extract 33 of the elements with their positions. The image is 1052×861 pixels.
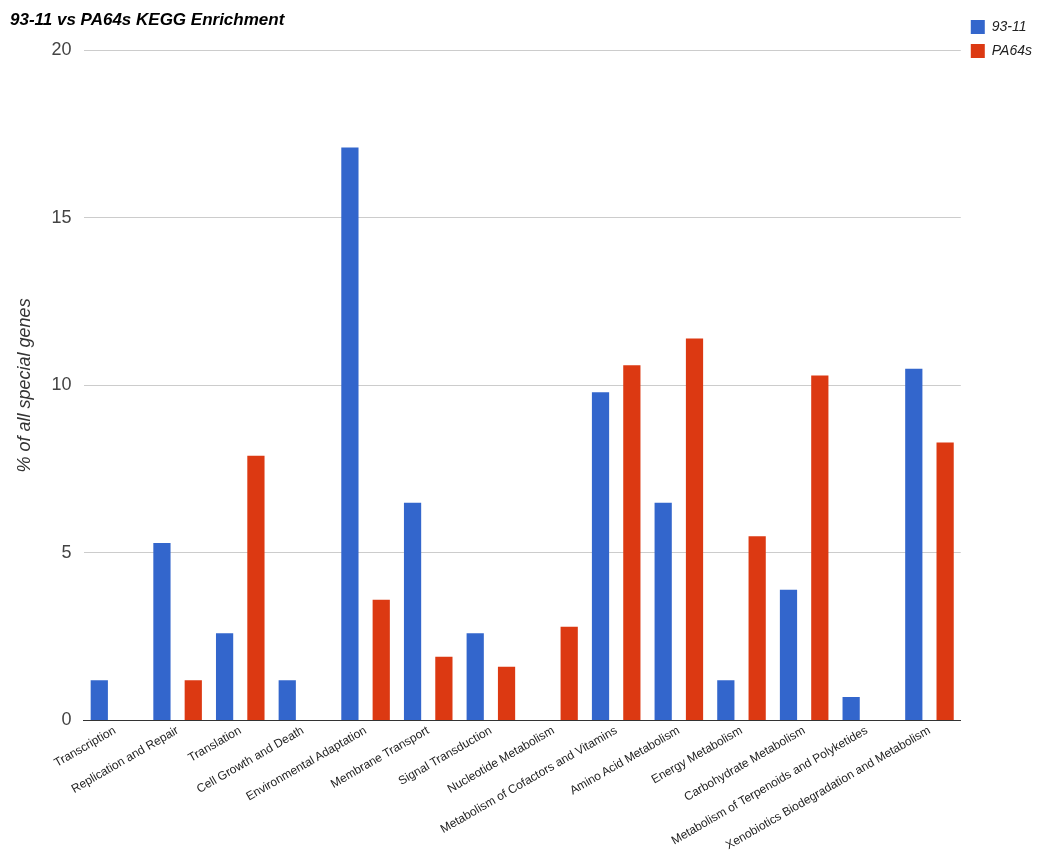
bar <box>560 626 578 720</box>
bar <box>811 375 829 720</box>
bar <box>685 338 704 720</box>
legend-label: 93-11 <box>991 17 1027 34</box>
bar <box>372 599 390 720</box>
bar <box>623 365 641 720</box>
bar <box>748 536 766 720</box>
bar <box>278 680 296 720</box>
bar <box>153 542 171 720</box>
legend-label: PA64s <box>991 41 1033 58</box>
chart-title: 93-11 vs PA64s KEGG Enrichment <box>10 9 286 29</box>
bar <box>215 633 234 720</box>
y-tick-label: 20 <box>51 39 72 60</box>
bar <box>247 455 265 720</box>
bar <box>936 442 954 720</box>
bar <box>341 147 359 720</box>
y-axis-title: % of all special genes <box>13 298 34 473</box>
y-tick-label: 10 <box>51 374 72 395</box>
bar <box>497 666 516 720</box>
bar <box>842 697 860 720</box>
bar <box>90 680 108 720</box>
bar <box>435 656 453 720</box>
bar <box>905 368 923 720</box>
y-tick-label: 15 <box>51 206 72 227</box>
y-tick-label: 5 <box>61 541 72 562</box>
bar <box>717 680 735 720</box>
y-tick-label: 0 <box>61 709 72 730</box>
bar <box>184 680 202 720</box>
bar <box>403 502 422 720</box>
bar <box>466 633 484 720</box>
bar <box>591 392 610 720</box>
bar <box>654 502 672 720</box>
bar <box>779 589 798 720</box>
